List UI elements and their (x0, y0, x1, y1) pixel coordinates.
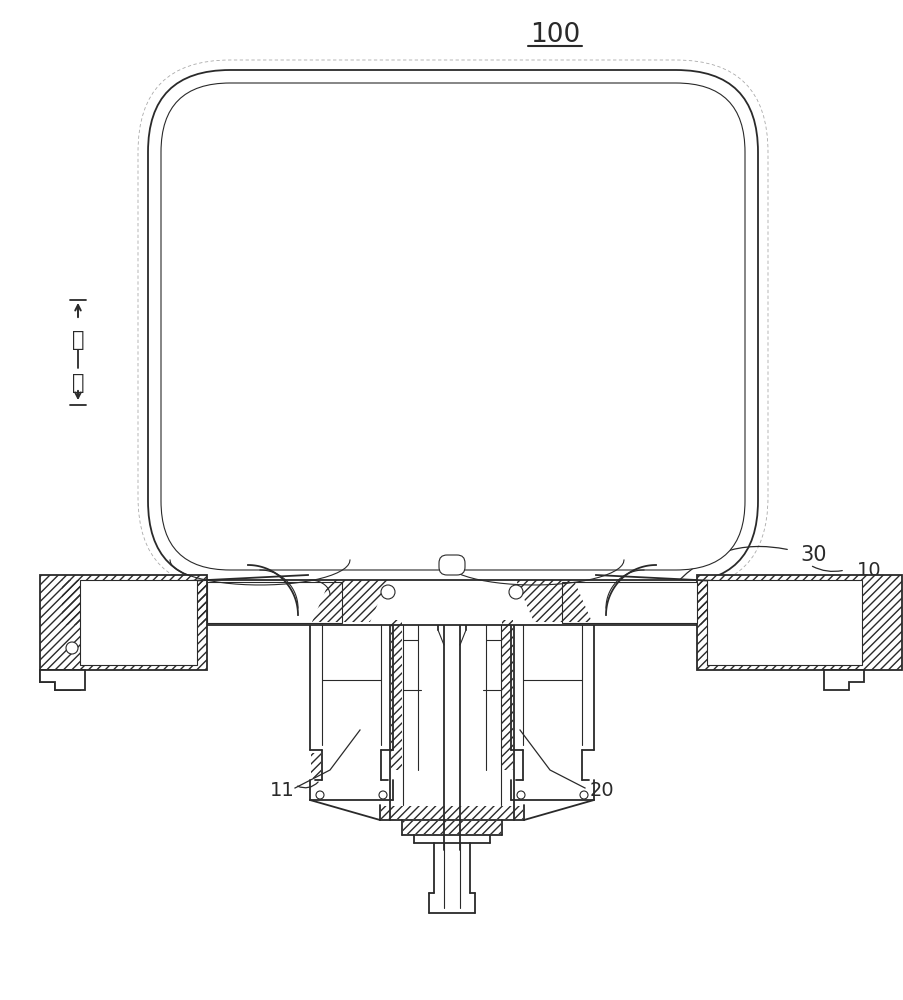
Polygon shape (40, 670, 79, 690)
Text: 30: 30 (799, 545, 825, 565)
Bar (40, 575, 207, 670)
Bar (562, 582, 696, 623)
Bar (501, 620, 512, 770)
Text: 10: 10 (856, 560, 880, 580)
Circle shape (580, 791, 587, 799)
Bar (62, 580, 207, 625)
Text: 11: 11 (270, 780, 294, 799)
Text: 上: 上 (71, 330, 84, 350)
FancyBboxPatch shape (161, 83, 744, 570)
Circle shape (508, 585, 523, 599)
Circle shape (378, 791, 386, 799)
Text: 下: 下 (71, 373, 84, 393)
Polygon shape (40, 670, 85, 690)
Text: 100: 100 (529, 22, 580, 48)
Bar (207, 582, 341, 623)
FancyBboxPatch shape (148, 70, 757, 583)
Text: 20: 20 (590, 780, 614, 799)
Bar (391, 620, 402, 770)
Bar (706, 580, 861, 665)
Circle shape (380, 585, 395, 599)
Bar (40, 575, 207, 670)
Bar (403, 821, 500, 834)
Bar (79, 580, 197, 665)
Bar (311, 753, 321, 778)
Bar (62, 580, 841, 625)
Circle shape (517, 791, 525, 799)
Bar (696, 580, 841, 625)
Polygon shape (824, 670, 863, 690)
FancyBboxPatch shape (439, 555, 464, 575)
Circle shape (316, 791, 323, 799)
Bar (696, 575, 901, 670)
Circle shape (66, 642, 78, 654)
Bar (696, 575, 901, 670)
Bar (380, 806, 523, 819)
